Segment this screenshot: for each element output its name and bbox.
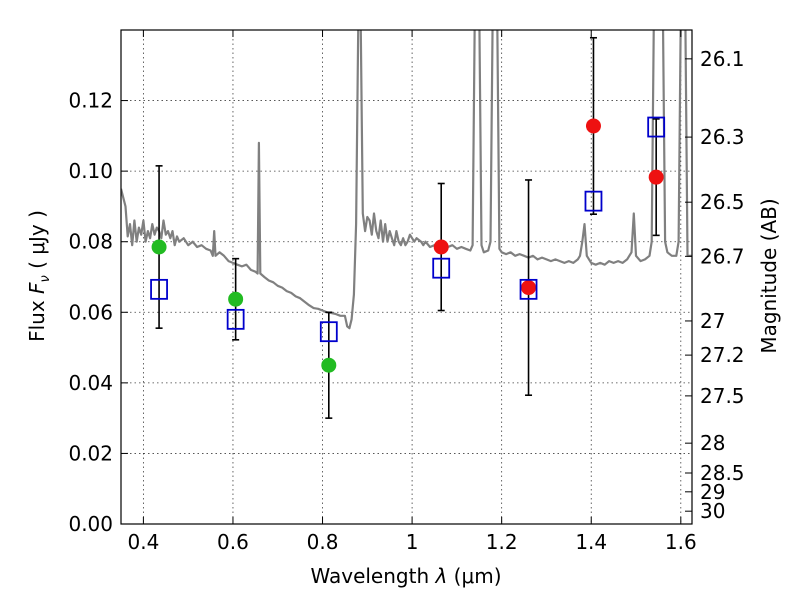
y-tick-label: 0.04 [68, 371, 113, 395]
model-square-point [584, 190, 603, 212]
red-data-point [648, 169, 664, 185]
red-data-point [521, 280, 537, 296]
x-axis-ticks: 0.4 0.6 0.8 1 1.2 1.4 1.6 [127, 30, 697, 554]
green-data-point [321, 357, 337, 373]
gridlines [121, 30, 692, 524]
mag-tick-label: 29 [700, 480, 725, 504]
model-square-point [519, 278, 538, 300]
mag-tick-label: 27.2 [700, 343, 745, 367]
plot-frame [120, 29, 693, 525]
x-axis-label: Wavelength λ (μm) [310, 564, 501, 588]
x-tick-label: 0.8 [307, 530, 339, 554]
green-data-point [151, 239, 167, 255]
model-square-point [647, 116, 666, 138]
model-square-point [150, 278, 168, 300]
red-data-point [585, 118, 601, 134]
mag-tick-label: 26.7 [700, 244, 745, 268]
model-square-point [226, 308, 245, 330]
mag-tick-label: 28 [700, 431, 725, 455]
y-tick-label: 0.12 [68, 89, 113, 113]
mag-tick-label: 26.1 [700, 47, 745, 71]
y-axis-label: Flux Fν ( μJy ) [25, 210, 53, 342]
x-tick-label: 0.6 [217, 530, 249, 554]
right-axis-label: Magnitude (AB) [757, 198, 781, 353]
green-data-point [228, 291, 244, 307]
y-tick-label: 0.06 [68, 300, 113, 324]
y-tick-label: 0.00 [68, 512, 113, 536]
mag-tick-label: 30 [700, 499, 725, 523]
model-spectrum-line [121, 30, 692, 330]
data-markers [150, 116, 666, 373]
model-square-point [432, 257, 451, 279]
x-tick-label: 1 [406, 530, 419, 554]
mag-tick-label: 26.3 [700, 125, 745, 149]
mag-tick-label: 27 [700, 309, 725, 333]
y-tick-label: 0.08 [68, 230, 113, 254]
y-axis-ticks: 0.00 0.02 0.04 0.06 0.08 0.10 0.12 [68, 89, 128, 536]
mag-tick-label: 28.5 [700, 461, 745, 485]
mag-tick-label: 27.5 [700, 384, 745, 408]
x-tick-label: 0.4 [127, 530, 159, 554]
y-tick-label: 0.10 [68, 159, 113, 183]
red-data-point [433, 239, 449, 255]
model-square-point [319, 321, 338, 343]
model-spectrum [121, 30, 692, 330]
x-tick-label: 1.6 [665, 530, 697, 554]
mag-tick-label: 26.5 [700, 190, 745, 214]
x-tick-label: 1.2 [486, 530, 518, 554]
x-tick-label: 1.4 [575, 530, 607, 554]
y-tick-label: 0.02 [68, 441, 113, 465]
